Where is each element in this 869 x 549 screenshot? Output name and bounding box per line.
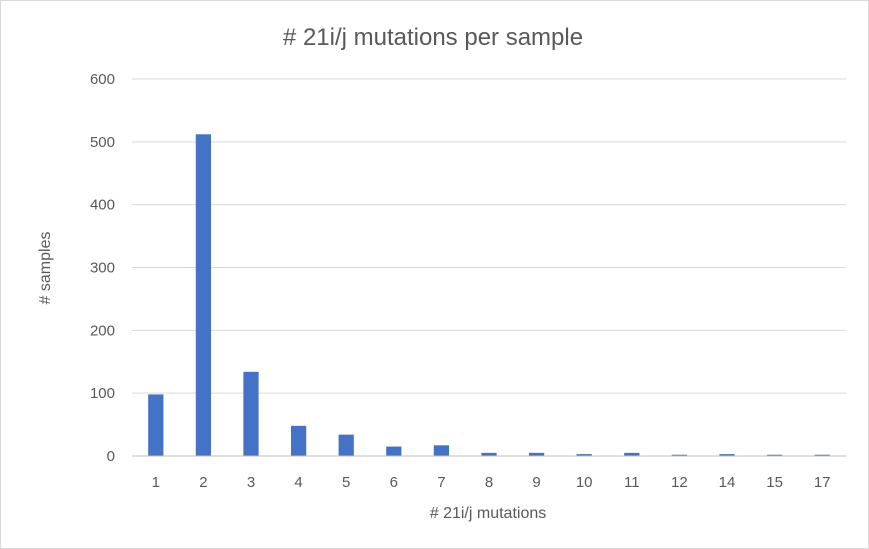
chart-title: # 21i/j mutations per sample	[283, 24, 583, 51]
y-tick-label: 400	[90, 197, 115, 214]
x-tick-label: 11	[624, 474, 640, 491]
x-tick-label: 1	[152, 474, 160, 491]
bar-17	[814, 454, 830, 456]
x-tick-label: 6	[390, 474, 398, 491]
x-tick-label: 8	[485, 474, 493, 491]
x-tick-label: 12	[671, 474, 688, 491]
bar-4	[290, 425, 307, 456]
bar-5	[338, 434, 354, 456]
x-tick-label: 4	[294, 474, 302, 491]
x-axis-ticks: 1 2 3 4 5 6 7 8 9 10 11 12 14 15 17	[152, 474, 831, 491]
bar-14	[719, 454, 735, 456]
x-tick-label: 7	[437, 474, 445, 491]
x-tick-label: 9	[532, 474, 540, 491]
bar-11	[624, 452, 640, 456]
bar-3	[243, 371, 259, 456]
bars	[148, 134, 830, 456]
bar-9	[528, 452, 545, 456]
bar-12	[671, 454, 688, 456]
y-tick-label: 200	[90, 322, 115, 339]
bar-10	[576, 454, 592, 456]
bar-15	[766, 454, 783, 456]
x-tick-label: 10	[576, 474, 593, 491]
bar-8	[481, 452, 497, 456]
bar-2	[195, 134, 212, 456]
x-axis-label: # 21i/j mutations	[430, 505, 547, 522]
y-axis-label: # samples	[37, 232, 54, 305]
gridlines	[132, 78, 846, 394]
y-tick-label: 500	[90, 134, 115, 151]
x-tick-label: 5	[342, 474, 350, 491]
x-tick-label: 17	[814, 474, 831, 491]
x-tick-label: 14	[719, 474, 736, 491]
y-tick-label: 0	[107, 448, 115, 465]
y-tick-label: 300	[90, 260, 115, 277]
x-tick-label: 2	[199, 474, 207, 491]
x-tick-label: 15	[766, 474, 783, 491]
bar-6	[386, 446, 402, 456]
y-tick-label: 600	[90, 71, 115, 88]
x-tick-label: 3	[247, 474, 255, 491]
y-tick-label: 100	[90, 385, 115, 402]
bar-1	[148, 394, 164, 456]
y-axis-ticks: 0 100 200 300 400 500 600	[90, 71, 115, 465]
bar-7	[433, 445, 450, 456]
